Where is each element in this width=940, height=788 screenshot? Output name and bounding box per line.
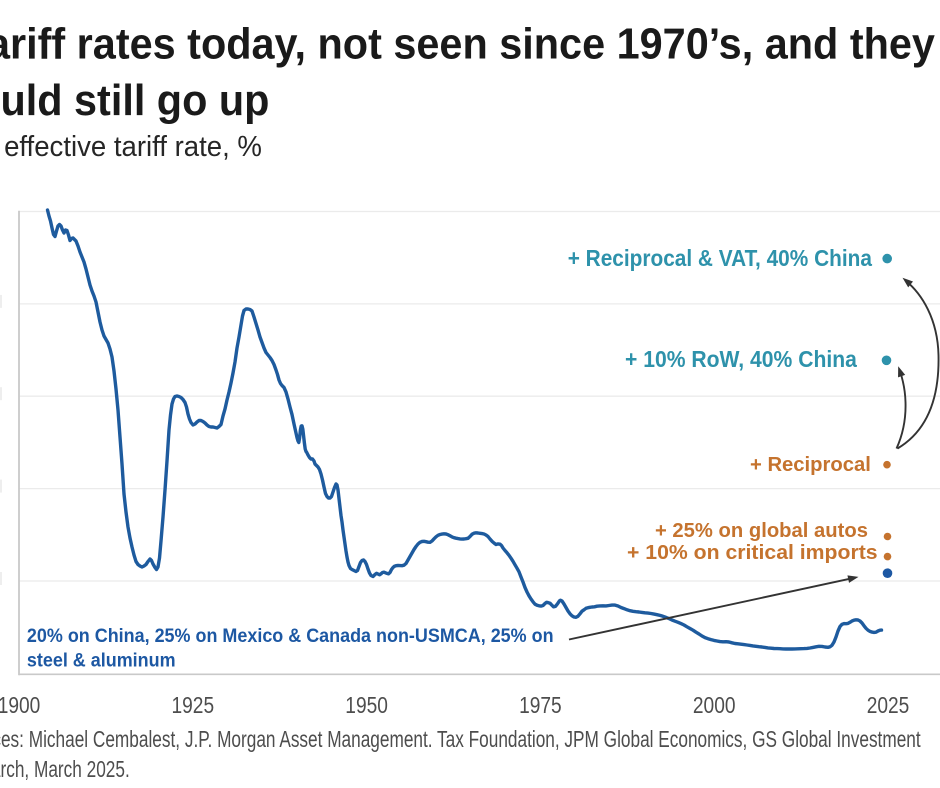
svg-text:20% on China, 25% on Mexico &: 20% on China, 25% on Mexico & Canada non… [27,625,554,647]
svg-text:steel & aluminum: steel & aluminum [27,649,176,671]
svg-text:1900: 1900 [0,693,40,718]
svg-text:Highest tariff rates today, no: Highest tariff rates today, not seen sin… [0,19,935,68]
svg-text:2025: 2025 [867,693,910,718]
svg-text:+ 10% on critical imports: + 10% on critical imports [627,541,878,564]
svg-text:1950: 1950 [345,693,388,718]
svg-text:1925: 1925 [172,693,215,718]
svg-text:1975: 1975 [519,693,562,718]
svg-text:could still go up: could still go up [0,76,269,125]
svg-text:+ 10% RoW, 40% China: + 10% RoW, 40% China [625,346,858,372]
svg-text:Research, March 2025.: Research, March 2025. [0,758,130,783]
svg-text:+ 25% on global autos: + 25% on global autos [655,520,868,542]
svg-text:US effective tariff rate, %: US effective tariff rate, % [0,130,262,163]
svg-text:+ Reciprocal & VAT, 40% China: + Reciprocal & VAT, 40% China [568,245,873,271]
svg-text:Sources: Michael Cembalest, J.: Sources: Michael Cembalest, J.P. Morgan … [0,728,921,753]
svg-text:+ Reciprocal: + Reciprocal [750,454,871,476]
svg-text:2000: 2000 [693,693,736,718]
